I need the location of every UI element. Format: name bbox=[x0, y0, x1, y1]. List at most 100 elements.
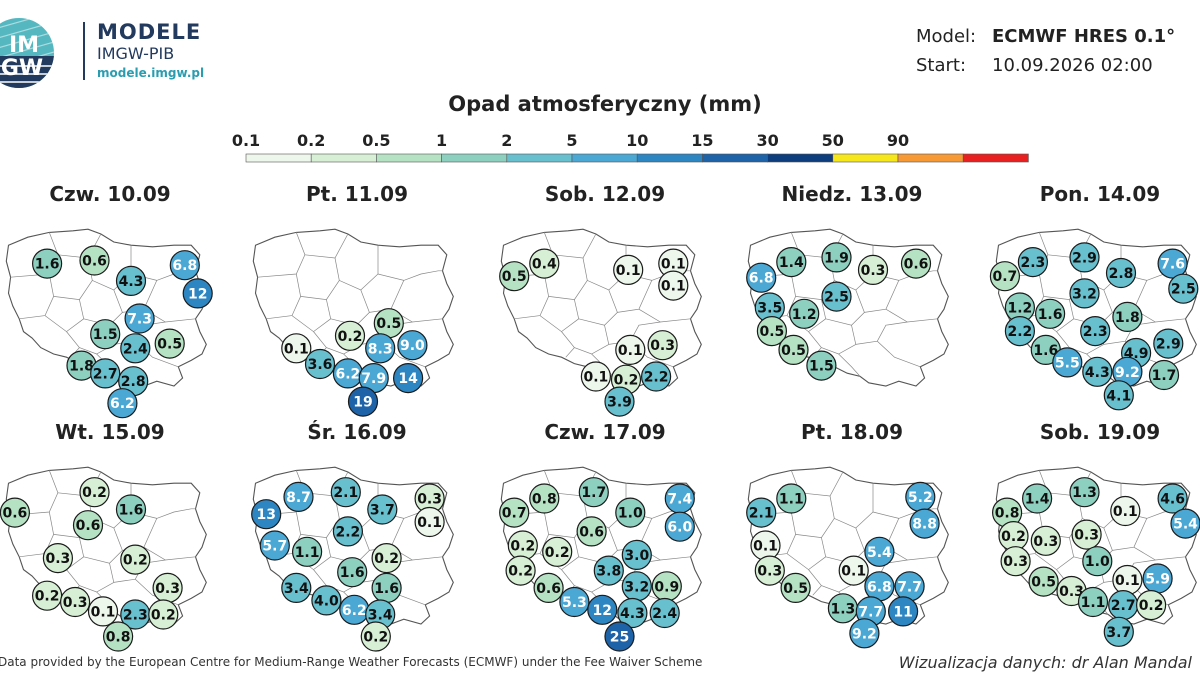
bubble-circle bbox=[1170, 508, 1200, 539]
scale-title: Opad atmosferyczny (mm) bbox=[448, 92, 762, 116]
panel-title: Niedz. 13.09 bbox=[781, 182, 923, 206]
bubble-circle bbox=[365, 333, 396, 364]
bubble-circle bbox=[1000, 546, 1031, 577]
bubble-circle bbox=[334, 320, 366, 351]
bubble-circle bbox=[604, 386, 635, 417]
voivodeship-border bbox=[578, 289, 618, 326]
precipitation-bubble: 1.5 bbox=[806, 350, 837, 381]
precipitation-bubble: 6.2 bbox=[332, 358, 364, 389]
bubble-circle bbox=[576, 516, 607, 547]
bubble-value: 14 bbox=[398, 371, 418, 387]
voivodeship-border bbox=[130, 508, 196, 519]
bubble-value: 11 bbox=[893, 604, 912, 620]
bubble-value: 0.5 bbox=[502, 269, 527, 285]
voivodeship-border bbox=[1133, 546, 1186, 561]
bubble-circle bbox=[1077, 586, 1109, 618]
bubble-value: 2.5 bbox=[1171, 282, 1196, 298]
bubble-value: 0.5 bbox=[1031, 575, 1056, 591]
bubble-circle bbox=[529, 248, 560, 279]
poland-precipitation-map: 0.4 0.5 0.1 0.1 0.1 0.1 0.3 0.1 0.2 2.2 3.9 bbox=[499, 228, 702, 417]
bubble-circle bbox=[90, 358, 121, 389]
bubble-value: 2.4 bbox=[123, 341, 148, 357]
scale-tick-label: 10 bbox=[626, 131, 648, 150]
bubble-value: 0.6 bbox=[536, 581, 561, 597]
scale-tick-label: 0.5 bbox=[362, 131, 390, 150]
bubble-value: 0.5 bbox=[157, 337, 182, 353]
bubble-value: 0.3 bbox=[757, 564, 782, 580]
brand-url-link[interactable]: modele.imgw.pl bbox=[97, 66, 205, 80]
start-label: Start: bbox=[916, 55, 967, 76]
bubble-value: 0.1 bbox=[618, 343, 643, 359]
bubble-circle bbox=[900, 248, 932, 279]
precipitation-bubble: 0.6 bbox=[900, 248, 932, 279]
bubble-value: 19 bbox=[353, 395, 372, 411]
bubble-circle bbox=[909, 508, 940, 539]
bubble-circle bbox=[251, 499, 282, 530]
precipitation-bubble: 5.5 bbox=[1052, 347, 1083, 378]
bubble-circle bbox=[615, 497, 646, 528]
bubble-circle bbox=[1021, 483, 1053, 514]
bubble-circle bbox=[1082, 356, 1113, 387]
precipitation-bubble: 0.2 bbox=[120, 544, 151, 575]
bubble-value: 2.3 bbox=[1083, 324, 1108, 340]
bubble-circle bbox=[347, 386, 379, 417]
bubble-circle bbox=[529, 483, 560, 514]
precipitation-bubble: 0.6 bbox=[533, 572, 564, 603]
bubble-value: 3.7 bbox=[370, 503, 395, 519]
scale-color-segment bbox=[702, 153, 768, 163]
precipitation-bubble: 1.6 bbox=[1034, 298, 1066, 329]
bubble-circle bbox=[649, 597, 680, 629]
bubble-circle bbox=[613, 254, 644, 286]
precipitation-bubble: 3.0 bbox=[621, 539, 652, 571]
precipitation-bubble: 25 bbox=[604, 621, 635, 652]
voivodeship-border bbox=[514, 273, 549, 320]
bubble-value: 0.5 bbox=[781, 343, 806, 359]
bubble-circle bbox=[756, 315, 787, 347]
precipitation-bubble: 1.2 bbox=[789, 298, 820, 329]
precipitation-bubble: 3.7 bbox=[367, 494, 398, 525]
precipitation-bubble: 2.8 bbox=[1105, 257, 1137, 289]
precipitation-bubble: 3.9 bbox=[604, 386, 635, 417]
bubble-circle bbox=[1069, 278, 1100, 309]
scale-color-segment bbox=[962, 153, 1029, 163]
bubble-circle bbox=[311, 585, 342, 616]
bubble-value: 0.1 bbox=[841, 564, 866, 580]
precipitation-bubble: 1.1 bbox=[776, 483, 807, 514]
bubble-value: 1.7 bbox=[581, 485, 606, 501]
scale-tick-label: 30 bbox=[756, 131, 778, 150]
bubble-value: 4.0 bbox=[314, 593, 339, 609]
bubble-value: 5.7 bbox=[262, 539, 287, 555]
precipitation-bubble: 0.8 bbox=[102, 621, 134, 652]
bubble-value: 3.4 bbox=[368, 608, 393, 624]
precipitation-bubble: 13 bbox=[251, 499, 282, 530]
bubble-value: 0.2 bbox=[1139, 598, 1164, 614]
bubble-value: 2.5 bbox=[824, 290, 849, 306]
bubble-circle bbox=[124, 303, 155, 334]
voivodeship-border bbox=[561, 325, 610, 355]
bubble-value: 9.2 bbox=[852, 626, 877, 642]
precipitation-bubble: 2.1 bbox=[746, 497, 777, 528]
voivodeship-border bbox=[266, 273, 301, 320]
bubble-circle bbox=[1028, 566, 1059, 597]
bubble-value: 6.2 bbox=[342, 603, 367, 619]
bubble-value: 0.3 bbox=[1033, 534, 1058, 550]
bubble-circle bbox=[578, 477, 609, 508]
model-label: Model: bbox=[916, 26, 977, 47]
bubble-value: 1.3 bbox=[1072, 485, 1097, 501]
precipitation-bubble: 12 bbox=[587, 594, 618, 625]
bubble-circle bbox=[821, 242, 852, 273]
bubble-circle bbox=[821, 281, 852, 312]
precipitation-bubble: 8.7 bbox=[283, 481, 314, 513]
scale-tick-label: 50 bbox=[822, 131, 844, 150]
bubble-value: 0.3 bbox=[155, 581, 180, 597]
precipitation-bubble: 1.6 bbox=[31, 248, 63, 279]
bubble-value: 9.0 bbox=[400, 338, 425, 354]
precipitation-bubble: 0.2 bbox=[1136, 590, 1167, 621]
bubble-circle bbox=[1069, 477, 1100, 508]
precipitation-bubble: 2.2 bbox=[332, 516, 364, 547]
svg-text:GW: GW bbox=[1, 56, 43, 81]
bubble-value: 4.3 bbox=[1085, 365, 1110, 381]
bubble-value: 12 bbox=[593, 603, 612, 619]
voivodeship-border bbox=[44, 299, 85, 333]
bubble-value: 0.6 bbox=[76, 518, 101, 534]
